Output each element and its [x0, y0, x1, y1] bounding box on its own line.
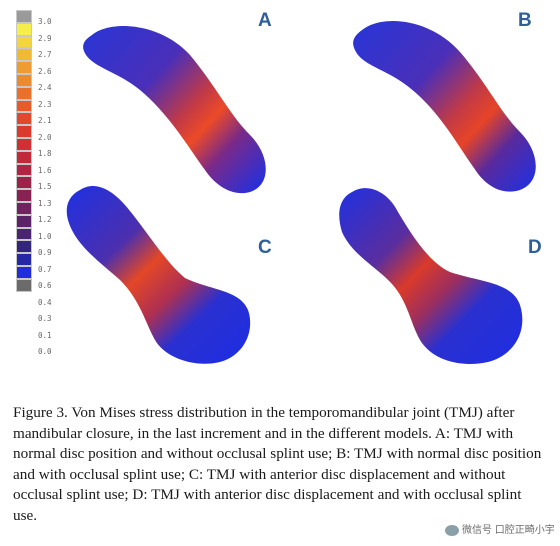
colorbar-swatch	[16, 99, 32, 113]
colorbar-label: 2.1	[38, 116, 52, 125]
colorbar-label: 2.3	[38, 99, 52, 109]
colorbar-swatch	[16, 266, 32, 279]
colorbar-swatch	[16, 22, 32, 36]
colorbar-swatch	[16, 253, 32, 266]
colorbar-label: 2.4	[38, 83, 52, 92]
colorbar-swatch	[16, 214, 32, 228]
colorbar-swatch	[16, 10, 32, 23]
colorbar-label: 2.0	[38, 132, 52, 142]
colorbar-label: 1.6	[38, 165, 52, 175]
colorbar-label: 0.9	[38, 248, 52, 257]
colorbar-swatch	[16, 240, 32, 254]
colorbar-swatch	[16, 86, 32, 100]
colorbar-label: 0.4	[38, 297, 52, 307]
panel-label-b: B	[518, 10, 532, 31]
colorbar-swatch	[16, 61, 32, 74]
colorbar-swatch	[16, 202, 32, 215]
colorbar-swatch	[16, 112, 32, 126]
colorbar-label: 0.6	[38, 281, 52, 290]
panel-label-a: A	[258, 10, 272, 31]
colorbar-label: 2.7	[38, 50, 52, 59]
colorbar-swatch	[16, 227, 32, 241]
panel-label-c: C	[258, 237, 272, 258]
colorbar-label: 1.2	[38, 215, 52, 224]
model-d-shape	[339, 188, 523, 364]
colorbar-label: 2.6	[38, 66, 52, 76]
colorbar-label: 1.0	[38, 231, 52, 241]
model-a-shape	[83, 26, 266, 194]
colorbar-label: 1.3	[38, 198, 52, 208]
colorbar-label: 1.5	[38, 182, 52, 191]
colorbar-swatch	[16, 150, 32, 164]
watermark: 微信号 口腔正畸小宇	[442, 520, 558, 537]
colorbar-label: 0.1	[38, 330, 52, 340]
colorbar-label: 0.3	[38, 314, 52, 323]
colorbar-swatch	[16, 278, 32, 292]
colorbar-swatch	[16, 35, 32, 49]
colorbar-swatch	[16, 48, 32, 62]
watermark-text: 微信号 口腔正畸小宇	[462, 525, 555, 536]
wechat-icon	[445, 524, 459, 536]
colorbar-label: 3.0	[38, 17, 52, 26]
colorbar-swatch	[16, 163, 32, 177]
colorbar-swatch	[16, 125, 32, 138]
colorbar-label: 0.0	[38, 347, 52, 356]
stress-models	[66, 20, 536, 364]
colorbar-label: 0.7	[38, 264, 52, 274]
colorbar-swatch	[16, 74, 32, 87]
panel-label-d: D	[528, 237, 542, 258]
colorbar-label: 2.9	[38, 33, 52, 43]
colorbar-swatch	[16, 189, 32, 202]
colorbar-label: 1.8	[38, 149, 52, 158]
colorbar-swatch	[16, 176, 32, 190]
colorbar-swatch	[16, 138, 32, 151]
figure-image: 3.0 2.9 2.7 2.6 2.4 2.3 2.1 2.0 1.8 1.6 1.5 1.3 1.2 1…	[16, 10, 542, 364]
figure-caption: Figure 3. Von Mises stress distribution …	[13, 404, 542, 524]
model-b-shape	[353, 20, 536, 192]
model-c-shape	[66, 185, 251, 364]
